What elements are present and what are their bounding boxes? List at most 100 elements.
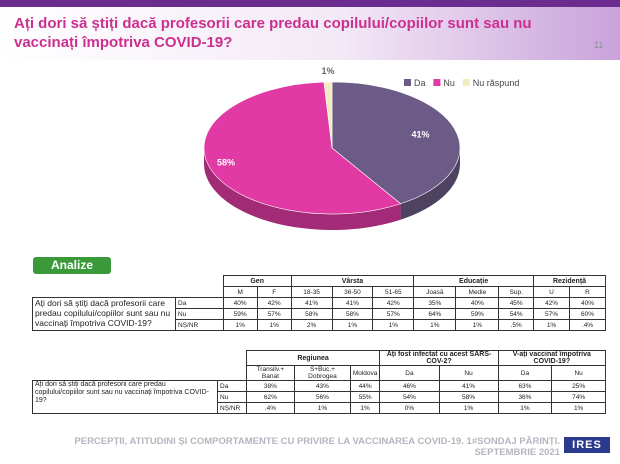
page-number: 11 — [594, 40, 604, 50]
table-cell: 40% — [455, 297, 500, 309]
header-band: Ați dori să știți dacă profesorii care p… — [0, 0, 620, 60]
column-header: 18-35 — [290, 286, 333, 298]
column-header: S+Buc.+ Dobrogea — [294, 365, 351, 381]
table-cell: 41% — [290, 297, 333, 309]
pie-slice-da — [331, 81, 461, 205]
table-cell: 43% — [294, 380, 351, 392]
table-cell: 46% — [379, 380, 440, 392]
column-header: Moldova — [349, 365, 381, 381]
legend-label-nu-răspund: Nu răspund — [473, 78, 520, 88]
top-accent-bar — [0, 0, 620, 7]
page-title: Ați dori să știți dacă profesorii care p… — [14, 15, 532, 51]
table-cell: 40% — [222, 297, 258, 309]
column-header: Sup. — [498, 286, 535, 298]
pie-data-label-nu: 58% — [217, 158, 235, 168]
table-cell: 42% — [372, 297, 415, 309]
table-cell: 1% — [551, 402, 606, 414]
pie-side-da — [400, 148, 460, 220]
table-cell: 1% — [349, 402, 381, 414]
table-cell: 59% — [222, 308, 258, 320]
pie-data-label-nu-răspund: 1% — [321, 66, 334, 76]
table-cell: 64% — [413, 308, 457, 320]
legend-label-nu: Nu — [443, 78, 455, 88]
table-cell: .4% — [245, 402, 296, 414]
table-cell: 57% — [256, 308, 292, 320]
table-cell: 38% — [245, 380, 296, 392]
row-question: Ați dori să știți dacă profesorii care p… — [32, 297, 176, 331]
row-question: Ați dori să știți dacă profesorii care p… — [32, 380, 218, 414]
table-cell: 57% — [372, 308, 415, 320]
column-header: M — [222, 286, 258, 298]
pie-chart: 41% 58% 1% Da Nu Nu răspund — [203, 66, 519, 230]
footer-text: PERCEPȚII, ATITUDINI ȘI COMPORTAMENTE CU… — [40, 436, 560, 458]
pie-slice-nu — [203, 81, 402, 215]
pie-slices: 41% 58% 1% — [203, 66, 461, 230]
legend-swatch-nu — [433, 79, 441, 86]
group-header: Gen — [222, 275, 292, 287]
table-cell: 58% — [438, 391, 499, 403]
column-header: Nu — [438, 365, 499, 381]
column-header: F — [256, 286, 292, 298]
row-label: Nu — [217, 391, 247, 403]
table-cell: 1% — [497, 402, 553, 414]
group-header: Vârsta — [290, 275, 415, 287]
table-cell: 1% — [256, 319, 292, 331]
table-cell: 41% — [438, 380, 499, 392]
column-header: Da — [379, 365, 440, 381]
pie-slice-nu-răspund — [323, 81, 333, 149]
breakdown-table-region-status: Regiunea Ați fost infectat cu acest SARS-… — [32, 350, 607, 414]
table-cell: 2% — [290, 319, 333, 331]
table-cell: 41% — [331, 297, 374, 309]
breakdown-table-demographics: Gen Vârsta Educație Rezidență M F 18-35 36-50 51… — [32, 275, 607, 331]
group-header: V-ați vaccinat împotriva COVID-19? — [497, 350, 607, 366]
table-cell: 0% — [379, 402, 440, 414]
table-cell: 1% — [372, 319, 415, 331]
table-cell: 40% — [568, 297, 607, 309]
pie-data-label-da: 41% — [411, 130, 429, 140]
row-label: NȘ/NR — [217, 402, 247, 414]
row-label: Da — [217, 380, 247, 392]
table-cell: 25% — [551, 380, 606, 392]
table-cell: 44% — [349, 380, 381, 392]
group-header: Educație — [413, 275, 535, 287]
table-cell: 36% — [497, 391, 553, 403]
table-cell: .4% — [568, 319, 607, 331]
chart-legend: Da Nu Nu răspund — [404, 78, 519, 88]
ires-logo: IRES — [564, 437, 610, 453]
column-header: U — [533, 286, 570, 298]
table-cell: 45% — [498, 297, 535, 309]
column-header: Medie — [455, 286, 500, 298]
group-header: Rezidență — [533, 275, 606, 287]
row-label: Da — [175, 297, 224, 309]
column-header: 36-50 — [331, 286, 374, 298]
table-cell: 1% — [533, 319, 570, 331]
row-label: Nu — [175, 308, 224, 320]
table-cell: 35% — [413, 297, 457, 309]
table-cell: 1% — [331, 319, 374, 331]
column-header: R — [568, 286, 607, 298]
legend-label-da: Da — [414, 78, 426, 88]
table-cell: 1% — [294, 402, 351, 414]
group-header: Ați fost infectat cu acest SARS-COV-2? — [379, 350, 499, 366]
table-cell: 1% — [438, 402, 499, 414]
table-cell: 54% — [379, 391, 440, 403]
table-corner — [33, 351, 247, 381]
table-cell: 58% — [331, 308, 374, 320]
table-cell: 54% — [498, 308, 535, 320]
table-cell: 74% — [551, 391, 606, 403]
legend-swatch-nu-răspund — [462, 79, 470, 86]
table-cell: 60% — [568, 308, 607, 320]
table-cell: 1% — [222, 319, 258, 331]
table-cell: 42% — [533, 297, 570, 309]
table-cell: .5% — [498, 319, 535, 331]
column-header: Da — [497, 365, 553, 381]
column-header: Nu — [551, 365, 606, 381]
table-cell: 57% — [533, 308, 570, 320]
table-cell: 1% — [455, 319, 500, 331]
column-header: 51-65 — [372, 286, 415, 298]
group-header: Regiunea — [245, 350, 381, 366]
table-cell: 59% — [455, 308, 500, 320]
footer-line-2: SEPTEMBRIE 2021 — [474, 447, 560, 458]
table-cell: 58% — [290, 308, 333, 320]
pie-side-nu — [204, 148, 401, 230]
